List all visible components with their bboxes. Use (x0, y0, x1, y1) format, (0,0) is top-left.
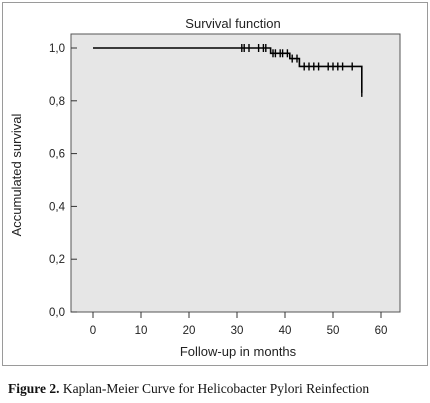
caption-label: Figure 2. (8, 381, 60, 396)
y-axis-label: Accumulated survival (9, 113, 24, 236)
chart-title: Survival function (185, 16, 280, 31)
figure-caption: Figure 2. Kaplan-Meier Curve for Helicob… (8, 381, 426, 397)
figure-frame: Survival function 0,0 0,2 0,4 0,6 0,8 1,0 0 10… (2, 2, 428, 366)
y-tick-label: 0,6 (49, 149, 65, 161)
y-tick-label: 0,4 (49, 201, 66, 213)
y-tick-label: 0,2 (49, 254, 65, 266)
survival-chart: Survival function 0,0 0,2 0,4 0,6 0,8 1,0 0 10… (9, 16, 401, 359)
caption-text: Kaplan-Meier Curve for Helicobacter Pylo… (59, 381, 370, 396)
x-axis: 0 10 20 30 40 50 60 (90, 312, 388, 337)
censored-marks (241, 44, 363, 97)
y-axis: 0,0 0,2 0,4 0,6 0,8 1,0 (49, 43, 77, 319)
x-tick-label: 30 (231, 325, 244, 337)
x-tick-label: 40 (279, 325, 292, 337)
x-tick-label: 60 (375, 325, 388, 337)
x-tick-label: 20 (183, 325, 196, 337)
x-axis-label: Follow-up in months (180, 344, 297, 359)
x-tick-label: 10 (135, 325, 148, 337)
y-tick-label: 1,0 (49, 43, 65, 55)
x-tick-label: 50 (327, 325, 340, 337)
y-tick-label: 0,0 (49, 307, 65, 319)
y-tick-label: 0,8 (49, 96, 65, 108)
x-tick-label: 0 (90, 325, 96, 337)
survival-curve (93, 47, 363, 93)
plot-area (70, 33, 401, 313)
